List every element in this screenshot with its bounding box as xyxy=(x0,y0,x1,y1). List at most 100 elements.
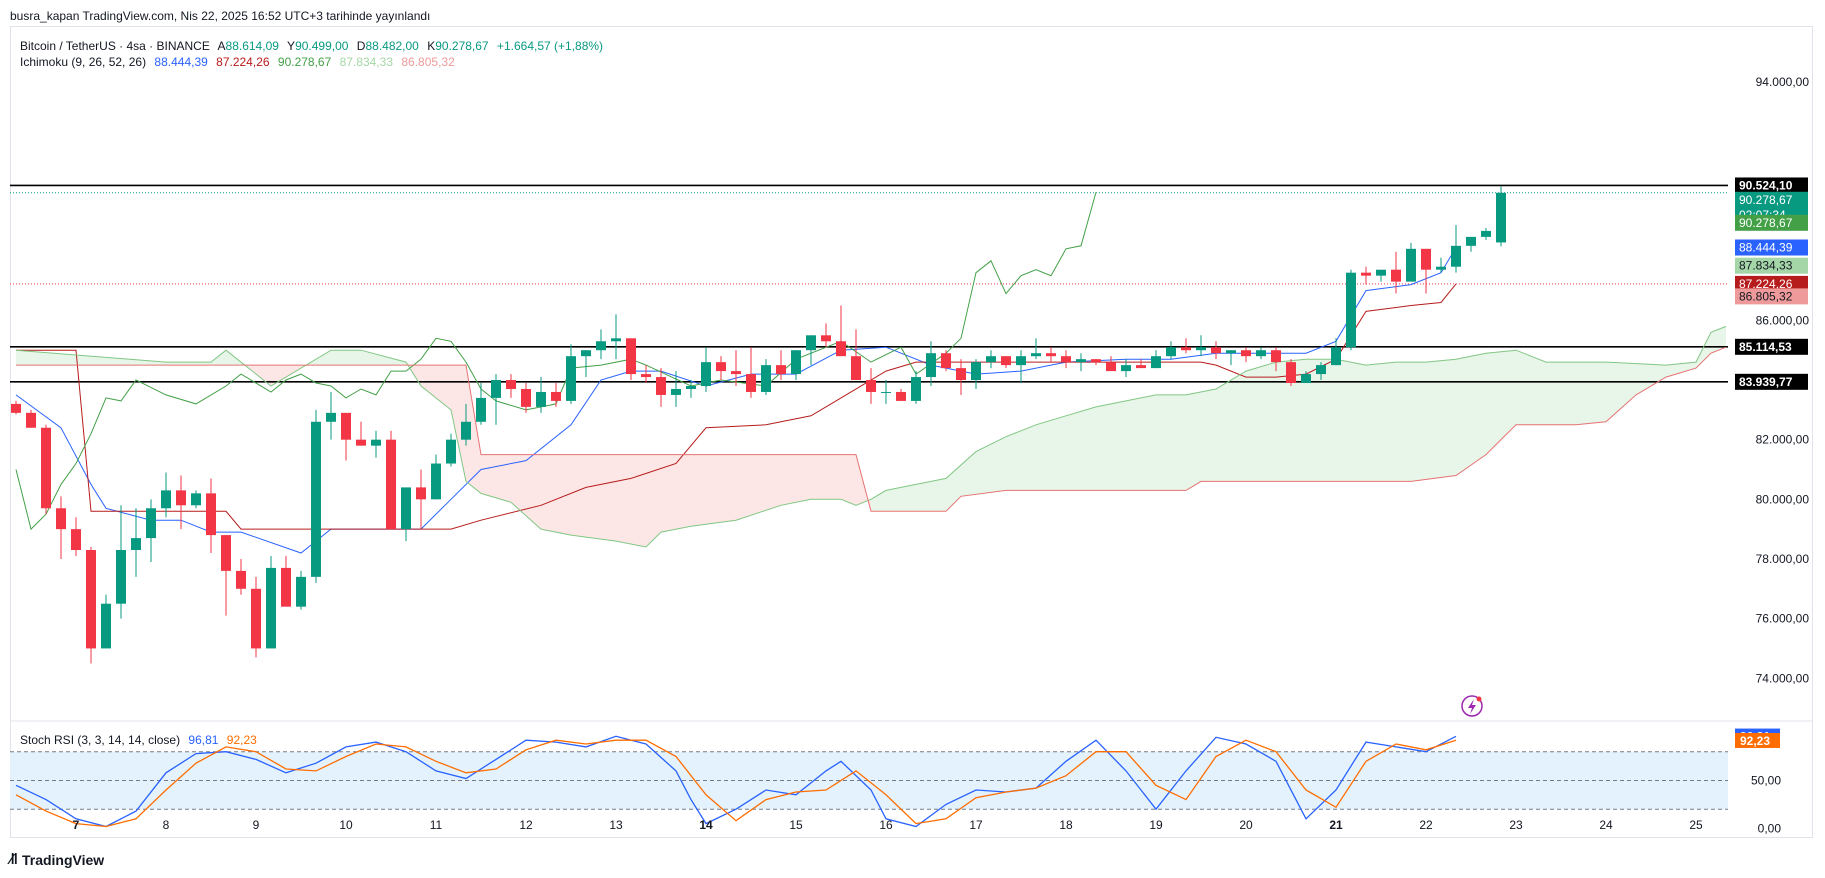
cloud-segment xyxy=(1036,422,1044,491)
cloud-segment xyxy=(1411,362,1419,482)
candle-body xyxy=(776,365,786,375)
cloud-segment xyxy=(166,362,174,366)
candle-body xyxy=(551,391,561,401)
price-axis-tick: 86.000,00 xyxy=(1756,313,1810,327)
candle-body xyxy=(1451,245,1461,267)
cloud-segment xyxy=(76,354,84,366)
candle-body xyxy=(356,439,366,446)
stoch-legend: Stoch RSI (3, 3, 14, 14, close) 96,81 92… xyxy=(20,733,262,747)
cloud-segment xyxy=(1358,363,1366,482)
price-axis-tick: 76.000,00 xyxy=(1756,612,1810,626)
time-axis-label: 16 xyxy=(879,818,893,832)
cloud-segment xyxy=(143,360,151,366)
price-axis-tick: 78.000,00 xyxy=(1756,552,1810,566)
cloud-segment xyxy=(1336,359,1344,482)
cloud-segment xyxy=(571,454,579,537)
cloud-segment xyxy=(1073,411,1081,491)
candle-body xyxy=(281,567,291,607)
cloud-segment xyxy=(1538,359,1546,425)
cloud-segment xyxy=(616,454,624,543)
time-axis-label: 15 xyxy=(789,818,803,832)
cloud-segment xyxy=(646,454,654,548)
candle-body xyxy=(221,535,231,571)
candle-body xyxy=(1301,374,1311,384)
cloud-segment xyxy=(1156,394,1164,491)
cloud-segment xyxy=(691,454,699,527)
cloud-segment xyxy=(473,409,481,494)
candle-body xyxy=(701,362,711,386)
cloud-segment xyxy=(953,465,961,504)
cloud-segment xyxy=(1103,403,1111,491)
time-axis-label: 25 xyxy=(1689,818,1703,832)
cloud-segment xyxy=(901,485,909,512)
cloud-segment xyxy=(1223,380,1231,482)
candle-body xyxy=(266,567,276,649)
price-label-text: 90.278,67 xyxy=(1739,193,1793,207)
cloud-segment xyxy=(106,357,114,366)
candle-body xyxy=(1016,356,1026,366)
candle-body xyxy=(251,588,261,649)
candle-body xyxy=(746,374,756,392)
candle-body xyxy=(941,353,951,369)
cloud-segment xyxy=(1231,375,1239,482)
candle-body xyxy=(1421,248,1431,270)
candle-body xyxy=(101,603,111,649)
cloud-segment xyxy=(908,484,916,512)
cloud-segment xyxy=(811,454,819,500)
candle-body xyxy=(401,487,411,530)
cloud-segment xyxy=(893,487,901,512)
price-label-badge xyxy=(1735,288,1808,305)
cloud-segment xyxy=(541,454,549,531)
cloud-segment xyxy=(728,454,736,522)
candle-body xyxy=(791,350,801,375)
cloud-segment xyxy=(1178,394,1186,491)
ichimoku-value-base: 87.224,26 xyxy=(216,55,270,69)
ichimoku-label[interactable]: Ichimoku (9, 26, 52, 26) xyxy=(20,55,147,69)
time-axis-label: 12 xyxy=(519,818,533,832)
candle-body xyxy=(176,490,186,506)
cloud-segment xyxy=(586,454,594,539)
cloud-segment xyxy=(451,365,459,446)
cloud-segment xyxy=(1298,359,1306,482)
candle-body xyxy=(1361,272,1371,276)
stoch-label[interactable]: Stoch RSI (3, 3, 14, 14, close) xyxy=(20,733,181,747)
candle-body xyxy=(656,377,666,395)
candle-body xyxy=(866,380,876,392)
cloud-segment xyxy=(1193,391,1201,486)
cloud-segment xyxy=(886,488,894,512)
cloud-segment xyxy=(443,365,451,410)
time-axis-label: 21 xyxy=(1329,818,1343,832)
cloud-segment xyxy=(136,359,144,366)
cloud-segment xyxy=(1673,363,1681,375)
symbol-legend: Bitcoin / TetherUS · 4sa · BINANCE A88.6… xyxy=(20,39,608,53)
candle-body xyxy=(1496,192,1506,243)
cloud-segment xyxy=(661,454,669,533)
time-axis-label: 9 xyxy=(253,818,260,832)
price-axis-tick: 80.000,00 xyxy=(1756,492,1810,506)
cloud-segment xyxy=(1208,388,1216,482)
cloud-segment xyxy=(1666,364,1674,378)
candle-body xyxy=(671,388,681,395)
cloud-segment xyxy=(421,365,429,392)
cloud-segment xyxy=(638,454,646,548)
open-label: A xyxy=(217,39,226,53)
price-label-badge xyxy=(1735,214,1808,231)
stoch-label-text: 92,23 xyxy=(1740,734,1770,748)
cloud-segment xyxy=(1238,371,1246,482)
cloud-segment xyxy=(1606,362,1614,422)
cloud-segment xyxy=(1058,415,1066,491)
candle-body xyxy=(971,362,981,381)
cloud-segment xyxy=(263,365,271,386)
candle-body xyxy=(326,412,336,422)
ichimoku-value-span-b: 86.805,32 xyxy=(401,55,455,69)
cloud-segment xyxy=(211,356,219,366)
cloud-segment xyxy=(68,354,76,366)
candle-body xyxy=(56,508,66,530)
candle-body xyxy=(1226,350,1236,354)
cloud-segment xyxy=(278,365,286,382)
cloud-segment xyxy=(773,454,781,508)
low-label: D xyxy=(356,39,366,53)
stoch-d-value: 92,23 xyxy=(226,733,257,747)
symbol-name[interactable]: Bitcoin / TetherUS · 4sa · BINANCE xyxy=(20,39,210,53)
